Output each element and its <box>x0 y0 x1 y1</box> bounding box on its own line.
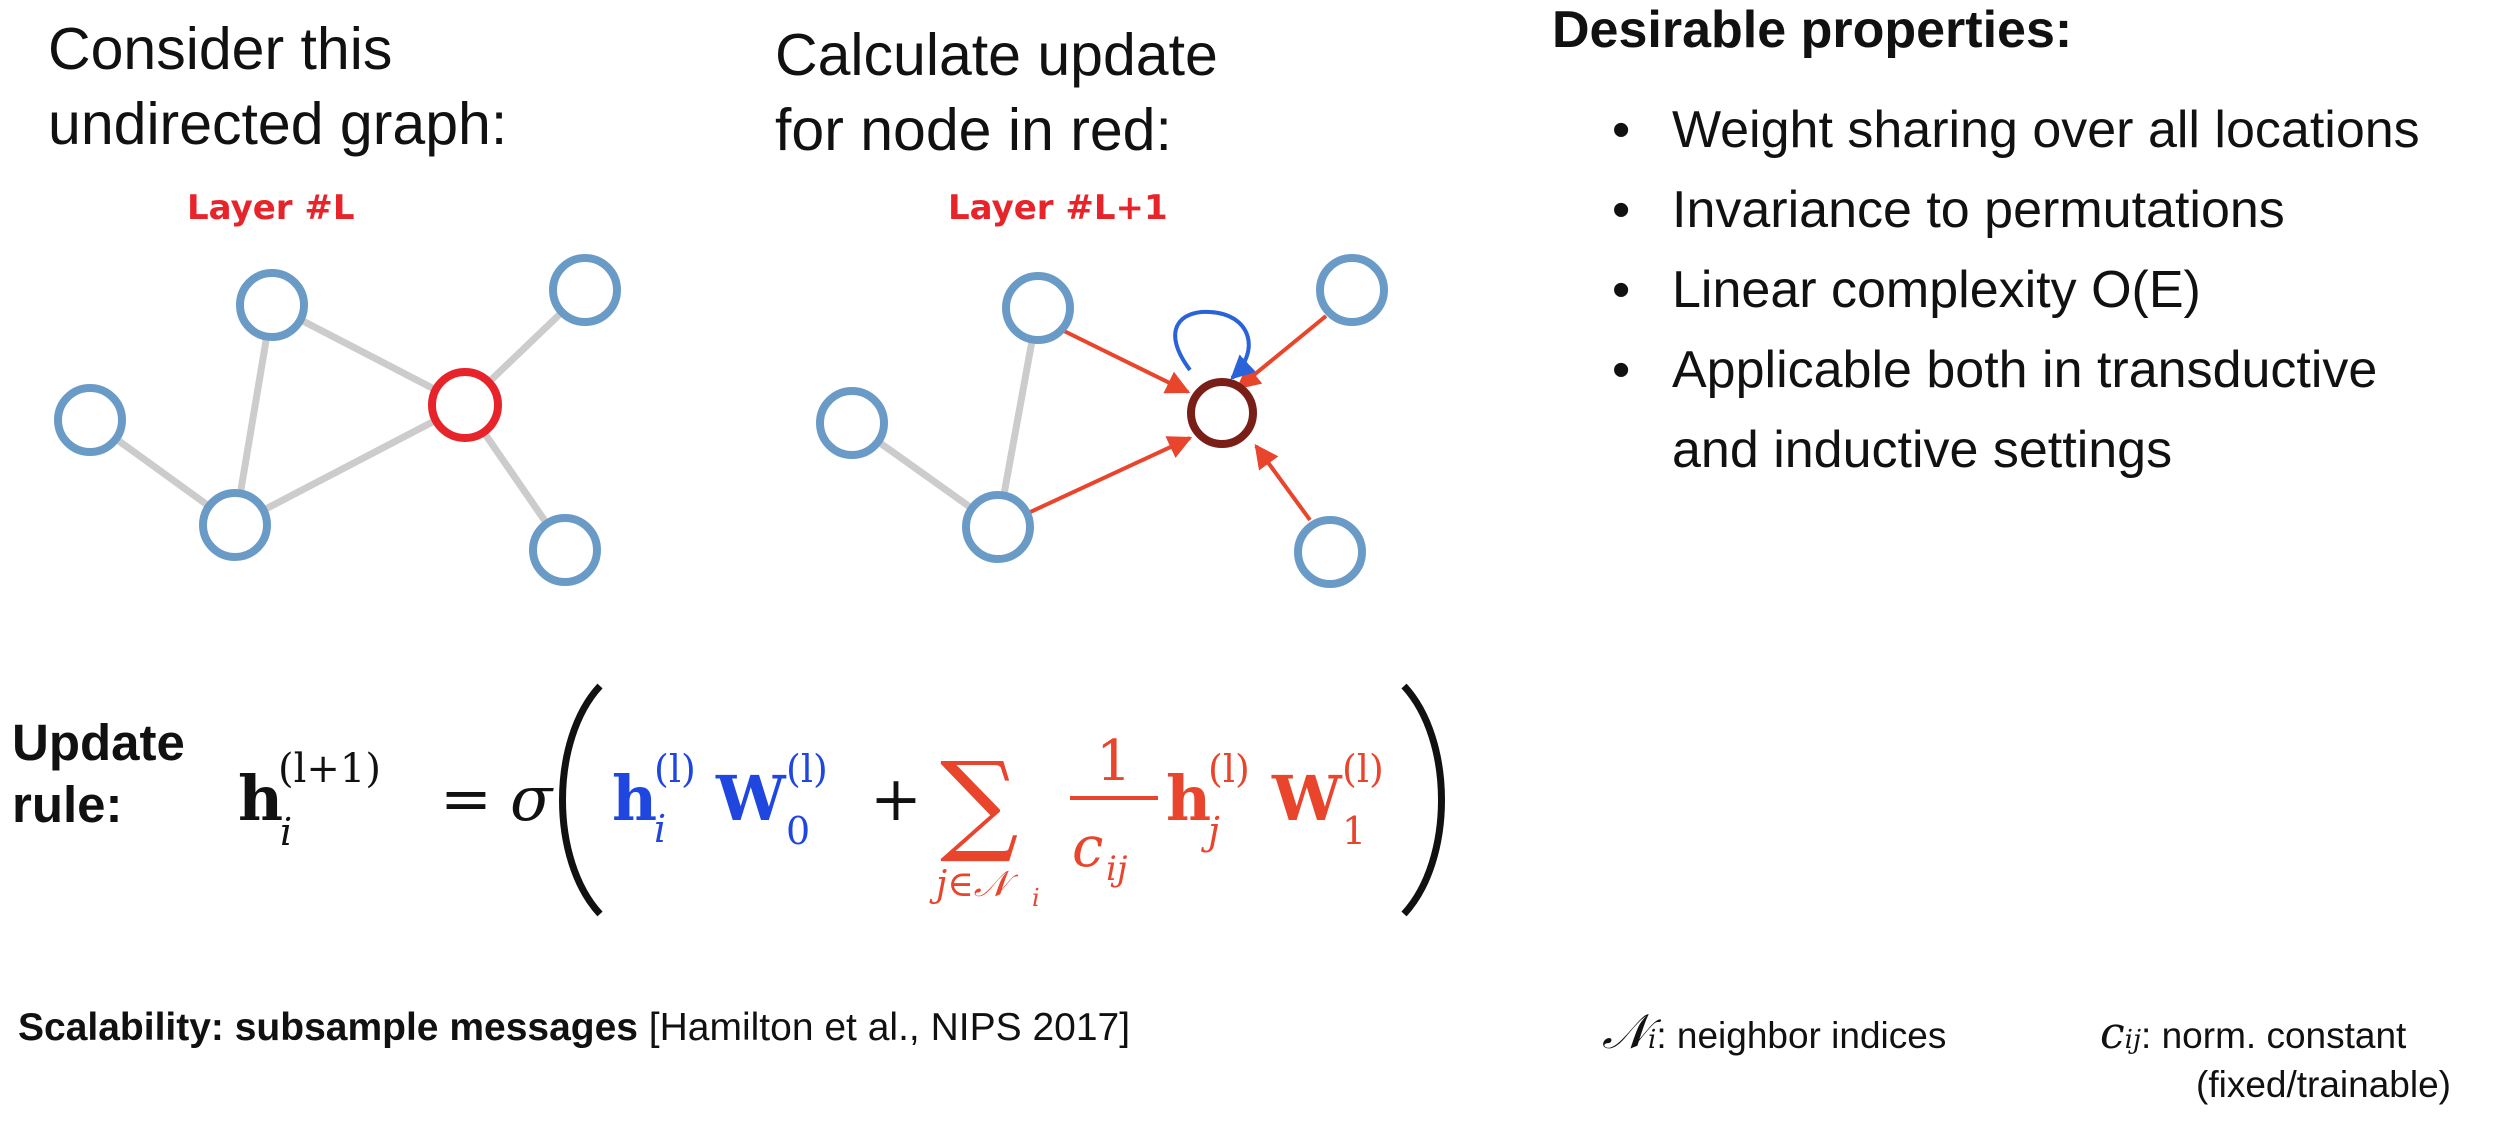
graph-node <box>962 491 1034 563</box>
property-item: Linear complexity O(E) <box>1612 250 2420 330</box>
scalability-reference: [Hamilton et al., NIPS 2017] <box>637 1006 1131 1049</box>
norm-symbol: c <box>2100 1008 2125 1059</box>
norm-constant-note: cij: norm. constant <box>2100 1008 2406 1059</box>
lhs-sub: i <box>280 810 292 854</box>
neighbor-text: : neighbor indices <box>1656 1015 1947 1056</box>
left-graph-heading: Consider this undirected graph: <box>48 16 508 157</box>
undirected-graph <box>54 254 621 586</box>
self-h-sub: i <box>654 807 666 851</box>
lhs-h: h <box>238 762 283 835</box>
nb-w-sup: (l) <box>1342 747 1384 791</box>
property-item: Weight sharing over all locations <box>1612 90 2420 170</box>
frac-denominator: c <box>1072 815 1103 880</box>
graph-node <box>529 514 601 586</box>
nb-w: W <box>1271 762 1343 835</box>
nb-h-sup: (l) <box>1208 747 1250 791</box>
scalability-bold: Scalability: subsample messages <box>18 1006 638 1049</box>
nb-h: h <box>1166 762 1211 835</box>
layer-l-label: Layer #L <box>187 188 355 228</box>
norm-constant-note-line2: (fixed/trainable) <box>2196 1064 2452 1105</box>
graph-node <box>54 384 126 456</box>
self-w: W <box>715 762 787 835</box>
graph-node <box>199 489 271 561</box>
message-arrow <box>1061 328 1191 394</box>
properties-list: Weight sharing over all locations Invari… <box>1612 90 2420 490</box>
graph-node <box>816 387 888 459</box>
sum-subscript: j∈𝒩 <box>929 864 1019 905</box>
graph-node <box>1294 516 1366 588</box>
right-paren <box>1401 683 1445 917</box>
frac-numerator: 1 <box>1096 729 1132 794</box>
property-item: Applicable both in transductive <box>1612 330 2420 410</box>
sum-subscript-i: i <box>1032 884 1040 912</box>
graph-node <box>236 269 308 341</box>
update-graph <box>816 254 1388 588</box>
message-arrow <box>1236 314 1328 390</box>
target-node-dark-red <box>1187 378 1257 448</box>
neighbor-indices-note: 𝒩i: neighbor indices <box>1602 1004 1946 1061</box>
norm-text: : norm. constant <box>2141 1015 2407 1056</box>
equals-sign: = <box>440 762 492 835</box>
self-w-sub: 0 <box>786 809 810 853</box>
graph-node <box>1316 254 1388 326</box>
properties-title: Desirable properties: <box>1552 1 2073 59</box>
self-w-sup: (l) <box>786 747 828 791</box>
scalability-note: Scalability: subsample messages [Hamilto… <box>18 1006 1130 1050</box>
graph-edge <box>994 304 1042 531</box>
neighbor-symbol-sub: i <box>1647 1025 1657 1055</box>
graph-node <box>1002 272 1074 344</box>
property-item: Invariance to permutations <box>1612 170 2420 250</box>
layer-l-plus-1-label: Layer #L+1 <box>948 188 1168 228</box>
self-h: h <box>612 762 657 835</box>
left-paren <box>559 683 603 917</box>
norm-symbol-sub: ij <box>2124 1025 2142 1055</box>
update-rule-label: Update rule: <box>12 714 185 833</box>
sum-symbol: ∑ <box>940 738 1019 866</box>
graph-edge <box>231 401 469 529</box>
frac-denominator-sub: ij <box>1106 849 1128 889</box>
update-rule-equation: h i (l+1) = σ h i (l) W 0 (l) + ∑ j∈𝒩 i … <box>238 683 1445 917</box>
nb-w-sub: 1 <box>1342 809 1366 853</box>
graph-edge <box>231 301 276 529</box>
graph-edges <box>86 286 589 554</box>
plus-sign: + <box>870 762 922 835</box>
lhs-sup: (l+1) <box>278 746 381 792</box>
message-arrows <box>1025 314 1328 522</box>
graph-node <box>549 254 621 326</box>
sigma-symbol: σ <box>510 762 554 835</box>
message-arrow <box>1254 444 1312 522</box>
self-h-sup: (l) <box>654 747 696 791</box>
message-arrow <box>1025 436 1193 516</box>
property-item-continuation: and inductive settings <box>1612 410 2420 490</box>
property-item-continuation-text: and inductive settings <box>1672 421 2173 479</box>
neighbor-symbol: 𝒩 <box>1602 1004 1648 1060</box>
target-node-red <box>428 368 502 442</box>
self-loop-arrow <box>1173 309 1256 380</box>
middle-graph-heading: Calculate update for node in red: <box>775 22 1218 163</box>
